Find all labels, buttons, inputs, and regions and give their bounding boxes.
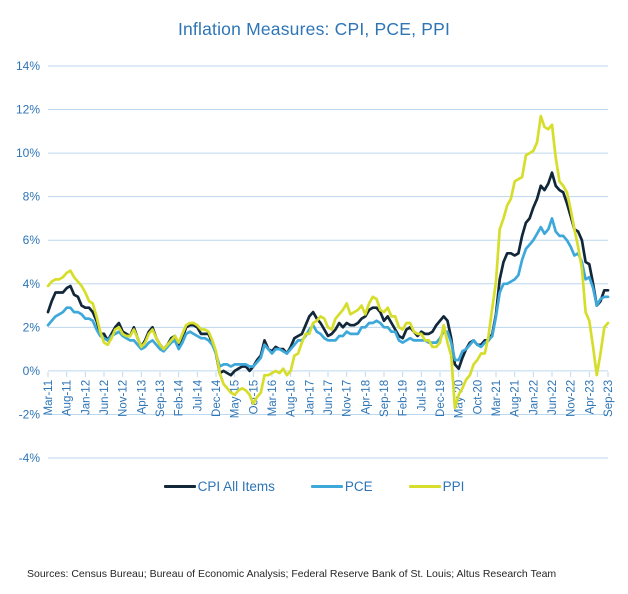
x-tick-label: Apr-23	[584, 380, 596, 415]
x-tick-label: Mar-16	[267, 380, 279, 416]
ppi-line-swatch-icon	[408, 485, 441, 488]
x-tick-label: Aug-16	[286, 380, 298, 417]
x-tick-label: Apr-13	[136, 380, 148, 415]
x-tick-label: Nov-17	[342, 380, 354, 417]
legend-item-ppi: PPI	[408, 479, 465, 494]
y-tick-label: 8%	[23, 190, 41, 204]
y-tick-label: 6%	[23, 233, 41, 247]
x-tick-label: Nov-22	[566, 380, 578, 417]
sources-note: Sources: Census Bureau; Bureau of Econom…	[27, 568, 557, 580]
x-tick-label: Jul-19	[416, 380, 428, 411]
x-tick-label: Dec-19	[435, 380, 447, 417]
x-tick-label: Mar-21	[491, 380, 503, 416]
x-tick-label: Jul-14	[192, 379, 204, 411]
x-tick-label: Jun-17	[323, 380, 335, 415]
x-tick-label: Nov-12	[118, 380, 130, 417]
cpi-line-swatch-icon	[163, 485, 196, 488]
y-tick-label: 10%	[16, 146, 40, 160]
x-tick-label: Aug-21	[510, 380, 522, 417]
legend-label-cpi: CPI All Items	[197, 479, 275, 494]
x-tick-label: Jan-17	[304, 380, 316, 415]
chart-legend: CPI All Items PCE PPI	[0, 479, 628, 494]
x-tick-label: Sep-23	[603, 380, 615, 417]
chart-title: Inflation Measures: CPI, PCE, PPI	[177, 19, 451, 39]
legend-item-pce: PCE	[310, 479, 373, 494]
x-tick-label: Jun-12	[99, 380, 111, 415]
y-tick-label: 0%	[23, 364, 41, 378]
x-tick-label: Oct-20	[472, 380, 484, 415]
legend-label-ppi: PPI	[442, 479, 465, 494]
x-tick-label: Jan-22	[528, 380, 540, 415]
y-tick-label: 2%	[23, 320, 41, 334]
x-tick-label: Sep-13	[155, 380, 167, 417]
x-tick-label: Jun-22	[547, 380, 559, 415]
x-tick-label: Dec-14	[211, 379, 223, 417]
series-line-ppi	[46, 114, 610, 410]
gridlines	[48, 65, 608, 459]
legend-item-cpi: CPI All Items	[163, 479, 275, 494]
x-tick-label: Jan-12	[80, 380, 92, 415]
x-axis-labels: Mar-11 Aug-11 Jan-12 Jun-12 Nov-12 Apr-13 Sep-…	[43, 379, 615, 418]
y-tick-label: 4%	[23, 277, 41, 291]
x-tick-label: Mar-11	[43, 380, 55, 416]
x-tick-label: Feb-19	[398, 380, 410, 416]
x-tick-label: Apr-18	[360, 380, 372, 415]
series-line-cpi-all-items	[46, 171, 610, 377]
x-tick-label: Feb-14	[174, 379, 186, 416]
x-tick-label: Oct-15	[248, 380, 260, 415]
x-tick-label: May-15	[230, 380, 242, 418]
x-tick-label: Sep-18	[379, 380, 391, 417]
y-tick-label: -4%	[19, 451, 41, 465]
y-tick-label: 14%	[16, 59, 40, 73]
series-line-pce	[46, 217, 610, 368]
pce-line-swatch-icon	[310, 485, 343, 488]
x-tick-label: Aug-11	[62, 380, 74, 416]
y-axis-labels: 14% 12% 10% 8% 6% 4% 2% 0% -2% -4%	[16, 59, 40, 465]
x-axis-ticks	[47, 371, 609, 377]
y-tick-label: 12%	[16, 103, 40, 117]
legend-label-pce: PCE	[344, 479, 373, 494]
y-tick-label: -2%	[19, 407, 41, 421]
